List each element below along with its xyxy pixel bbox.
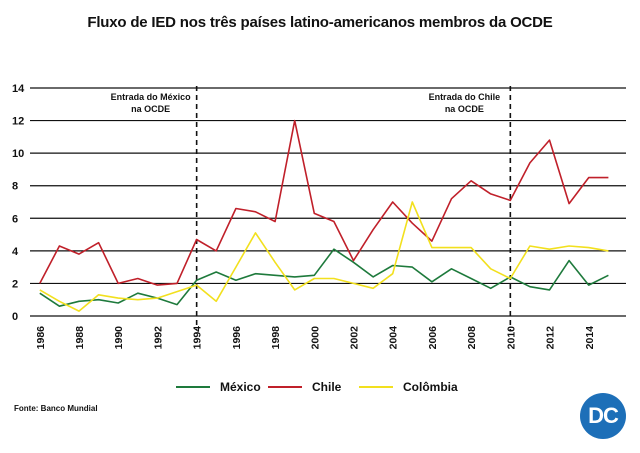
x-tick-label: 2004 — [388, 326, 400, 350]
annotation-text-1: na OCDE — [445, 104, 484, 114]
gridlines — [30, 87, 626, 317]
y-tick-label: 12 — [12, 116, 24, 128]
annotation-text-1: Entrada do Chile — [429, 92, 501, 102]
y-tick-label: 14 — [12, 83, 25, 95]
legend-label-colombia: Colômbia — [403, 380, 458, 394]
annotation-text-0: na OCDE — [131, 104, 170, 114]
annotations: Entrada do México na OCDE Entrada do Chile… — [111, 86, 512, 330]
x-axis-ticks: 1986 1988 1990 1992 1994 1996 1998 2000 2002 2004… — [35, 326, 596, 350]
x-tick-label: 1986 — [35, 326, 47, 350]
x-tick-label: 1996 — [231, 326, 243, 350]
legend-swatch-chile — [268, 386, 302, 388]
x-tick-label: 1988 — [74, 326, 86, 350]
legend-swatch-colombia — [359, 386, 393, 388]
x-tick-label: 1990 — [113, 326, 125, 350]
legend-swatch-mexico — [176, 386, 210, 388]
chart-title: Fluxo de IED nos três países latino-amer… — [87, 14, 553, 31]
annotation-text-0: Entrada do México — [111, 92, 192, 102]
legend-label-mexico: México — [220, 380, 261, 394]
x-tick-label: 2014 — [584, 326, 596, 350]
x-tick-label: 1992 — [152, 326, 164, 350]
y-tick-label: 0 — [12, 311, 18, 323]
series-lines — [39, 119, 609, 312]
y-tick-label: 2 — [12, 278, 18, 290]
y-axis-ticks: 0 2 4 6 8 10 12 14 — [12, 83, 25, 323]
legend-item-chile: Chile — [268, 380, 341, 394]
series-line-chile — [39, 119, 609, 286]
y-tick-label: 4 — [12, 246, 19, 258]
legend-label-chile: Chile — [312, 380, 342, 394]
legend: México Chile Colômbia — [0, 380, 640, 400]
x-tick-label: 2006 — [427, 326, 439, 350]
x-tick-label: 2000 — [309, 326, 321, 350]
y-tick-label: 8 — [12, 181, 18, 193]
dc-logo: DC — [580, 393, 626, 439]
x-tick-label: 2008 — [466, 326, 478, 350]
y-tick-label: 6 — [12, 213, 18, 225]
x-tick-label: 1998 — [270, 326, 282, 350]
legend-item-mexico: México — [176, 380, 261, 394]
legend-item-colombia: Colômbia — [359, 380, 458, 394]
x-tick-label: 2010 — [505, 326, 517, 350]
line-chart: Entrada do México na OCDE Entrada do Chile… — [12, 83, 626, 350]
series-line-méxico — [39, 248, 609, 308]
x-tick-label: 2002 — [348, 326, 360, 350]
y-tick-label: 10 — [12, 148, 24, 160]
x-tick-label: 1994 — [192, 326, 204, 350]
source-note: Fonte: Banco Mundial — [14, 404, 98, 413]
series-line-colômbia — [39, 201, 609, 312]
x-tick-label: 2012 — [545, 326, 557, 350]
